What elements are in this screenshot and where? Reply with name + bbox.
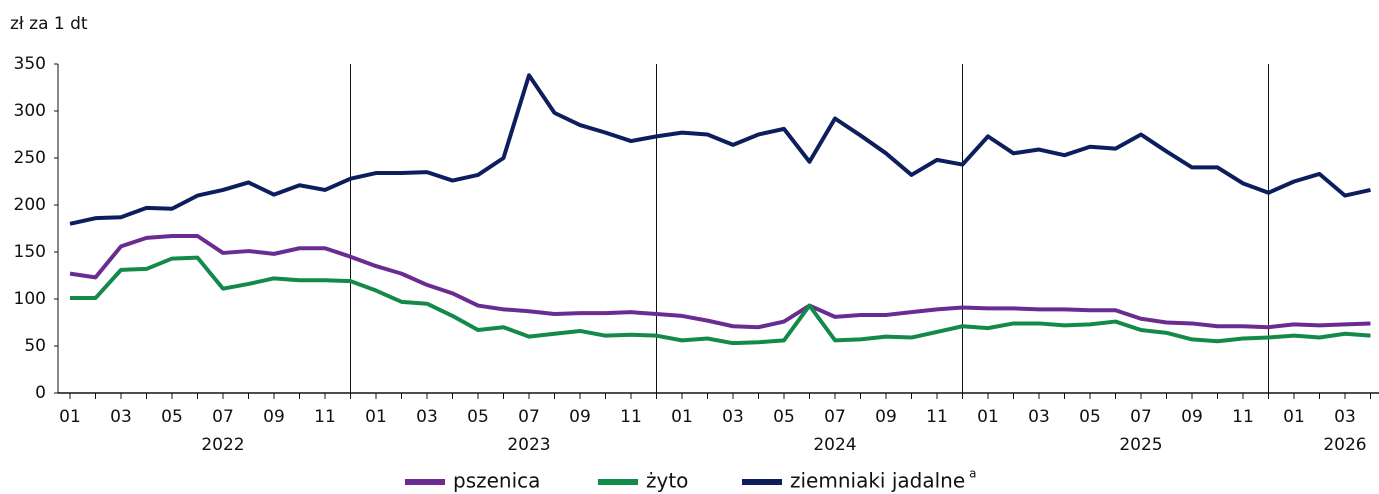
x-tick-label: 09: [1181, 407, 1203, 427]
x-tick-label: 03: [416, 407, 438, 427]
x-tick-label: 03: [1334, 407, 1356, 427]
x-tick-label: 05: [161, 407, 183, 427]
series-line: [70, 255, 1371, 346]
x-tick-label: 09: [263, 407, 285, 427]
y-tick-label: 350: [14, 54, 46, 74]
legend-label: żyto: [646, 469, 688, 493]
x-tick-label: 01: [671, 407, 693, 427]
x-tick-label: 01: [59, 407, 81, 427]
year-label: 2024: [813, 435, 856, 455]
legend-label: pszenica: [453, 469, 540, 493]
y-tick-label: 100: [14, 289, 46, 309]
x-tick-label: 05: [467, 407, 489, 427]
legend-superscript: a: [969, 467, 976, 481]
x-tick-label: 03: [110, 407, 132, 427]
series-line: [69, 73, 1371, 226]
legend-label: ziemniaki jadalne: [790, 469, 965, 493]
series-line: [69, 234, 1371, 330]
y-tick-label: 200: [14, 195, 46, 215]
y-axis-label: zł za 1 dt: [10, 14, 88, 34]
x-tick-label: 01: [1283, 407, 1305, 427]
y-tick-label: 250: [14, 148, 46, 168]
x-tick-label: 01: [365, 407, 387, 427]
x-tick-label: 01: [977, 407, 999, 427]
year-label: 2025: [1119, 435, 1162, 455]
x-tick-label: 11: [620, 407, 642, 427]
x-tick-label: 11: [1232, 407, 1254, 427]
y-tick-label: 0: [35, 383, 46, 403]
year-label: 2022: [201, 435, 244, 455]
x-tick-label: 07: [824, 407, 846, 427]
x-tick-label: 05: [773, 407, 795, 427]
x-tick-label: 07: [1130, 407, 1152, 427]
y-tick-label: 300: [14, 101, 46, 121]
y-tick-label: 150: [14, 242, 46, 262]
x-tick-label: 09: [875, 407, 897, 427]
x-tick-label: 11: [926, 407, 948, 427]
x-tick-label: 03: [1028, 407, 1050, 427]
year-label: 2026: [1323, 435, 1366, 455]
x-tick-label: 11: [314, 407, 336, 427]
x-tick-label: 07: [212, 407, 234, 427]
x-tick-label: 09: [569, 407, 591, 427]
x-tick-label: 05: [1079, 407, 1101, 427]
year-label: 2023: [507, 435, 550, 455]
x-tick-label: 03: [722, 407, 744, 427]
x-tick-label: 07: [518, 407, 540, 427]
y-tick-label: 50: [24, 336, 46, 356]
